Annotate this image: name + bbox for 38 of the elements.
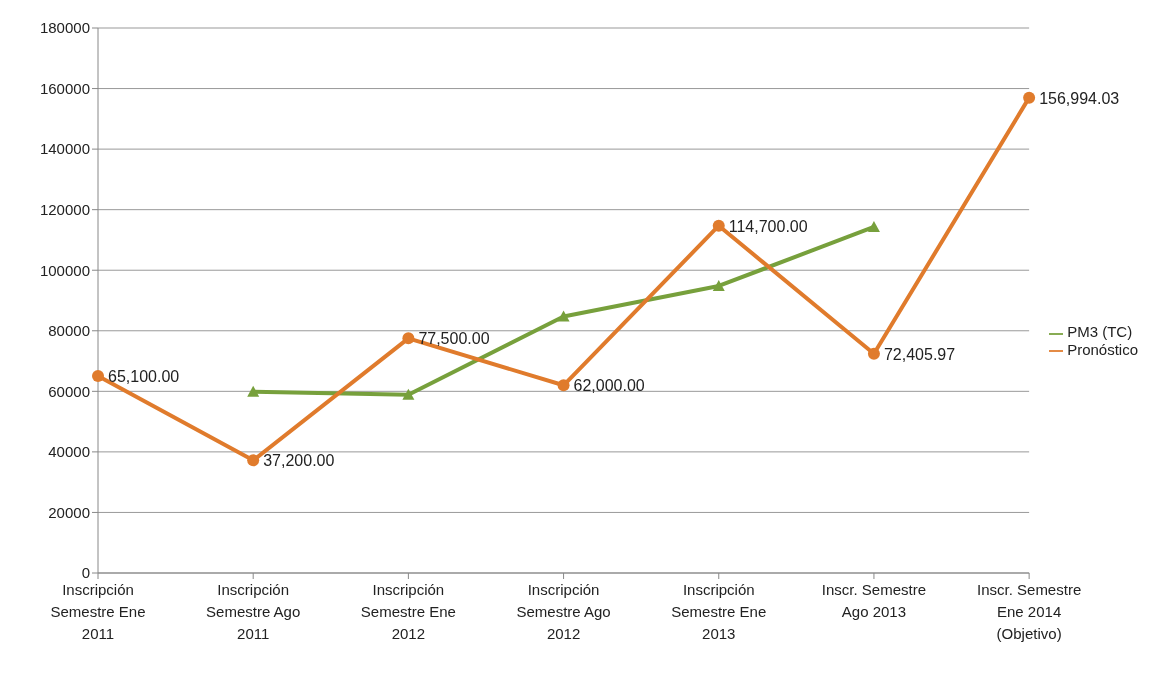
x-tick-label: Inscripción Semestre Ago 2012 <box>516 581 611 642</box>
point <box>247 385 260 397</box>
point <box>402 332 415 345</box>
x-tick-label: Inscripción Semestre Ago 2011 <box>206 581 301 642</box>
data-label: 72,405.97 <box>883 345 956 363</box>
data-label: 37,200.00 <box>263 452 335 470</box>
data-label: 156,994.03 <box>1039 89 1120 107</box>
point <box>712 219 725 232</box>
point <box>557 310 570 322</box>
point <box>712 279 725 291</box>
point <box>557 379 570 392</box>
point <box>1023 91 1036 104</box>
y-tick-label: 80000 <box>48 322 90 340</box>
x-tick-label: Inscr. Semestre Ago 2013 <box>821 581 927 620</box>
point <box>92 369 104 382</box>
x-tick-label: Inscripción Semestre Ene 2013 <box>671 581 767 642</box>
point <box>247 454 260 467</box>
y-tick-label: 160000 <box>39 79 90 97</box>
y-tick-label: 100000 <box>39 261 90 279</box>
x-tick-label: Inscripción Semestre Ene 2011 <box>50 581 146 642</box>
y-tick-label: 20000 <box>48 503 90 521</box>
y-tick-label: 60000 <box>48 382 90 400</box>
data-label: 62,000.00 <box>573 377 645 395</box>
x-tick-label: Inscripción Semestre Ene 2012 <box>360 581 456 642</box>
legend-label: PM3 (TC) <box>1067 323 1133 341</box>
data-label: 77,500.00 <box>418 330 490 348</box>
y-tick-label: 180000 <box>39 19 90 37</box>
y-tick-label: 0 <box>81 564 90 582</box>
point <box>867 347 880 360</box>
data-label: 65,100.00 <box>108 367 180 385</box>
x-tick-label: Inscr. Semestre Ene 2014 (Objetivo) <box>977 581 1082 642</box>
point <box>402 388 415 400</box>
y-tick-label: 140000 <box>39 140 90 158</box>
y-tick-label: 120000 <box>39 200 90 218</box>
legend-label: Pronóstico <box>1067 340 1138 358</box>
data-label: 114,700.00 <box>728 217 808 235</box>
y-tick-label: 40000 <box>48 443 90 461</box>
point <box>867 220 880 232</box>
